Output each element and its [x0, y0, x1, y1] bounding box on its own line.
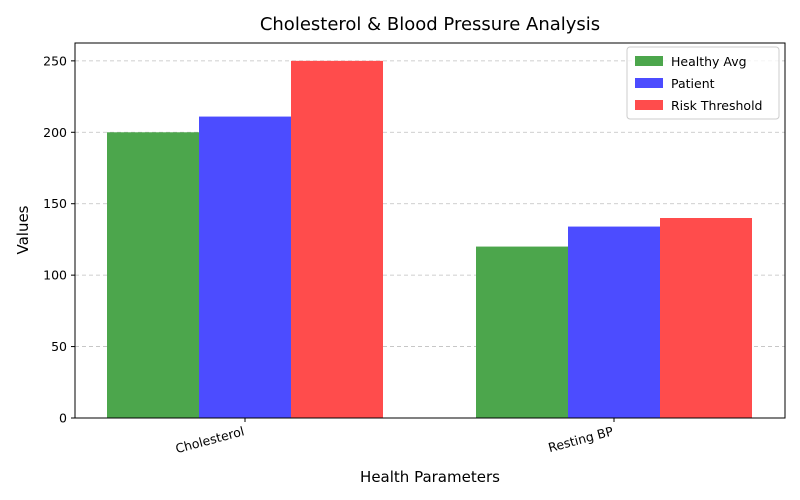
bar-healthy-avg-resting-bp [476, 246, 568, 418]
y-tick-label: 200 [43, 125, 67, 140]
bar-healthy-avg-cholesterol [107, 132, 199, 419]
legend: Healthy Avg Patient Risk Threshold [626, 46, 780, 120]
x-axis: Cholesterol Resting BP [174, 418, 615, 456]
x-tick-label: Cholesterol [174, 423, 246, 456]
x-axis-label: Health Parameters [360, 468, 500, 486]
y-tick-label: 150 [43, 196, 67, 211]
bars [107, 60, 752, 419]
plot-frame [74, 42, 786, 419]
legend-label: Patient [671, 76, 715, 91]
y-axis-label: Values [14, 205, 32, 254]
y-tick-label: 0 [59, 411, 67, 426]
bar-risk-threshold-cholesterol [291, 60, 383, 418]
y-tick-label: 50 [51, 339, 67, 354]
legend-swatch [635, 100, 663, 110]
legend-box [626, 46, 780, 120]
y-axis: 0 50 100 150 200 250 [43, 53, 75, 426]
y-tick-label: 100 [43, 268, 67, 283]
chart-title: Cholesterol & Blood Pressure Analysis [260, 14, 600, 35]
legend-swatch [635, 78, 663, 88]
bar-risk-threshold-resting-bp [660, 218, 752, 418]
legend-swatch [635, 56, 663, 66]
bar-patient-cholesterol [199, 116, 291, 419]
legend-label: Healthy Avg [671, 54, 747, 69]
x-tick-label: Resting BP [547, 423, 616, 455]
bar-patient-resting-bp [568, 226, 660, 418]
legend-label: Risk Threshold [671, 98, 763, 113]
y-tick-label: 250 [43, 53, 67, 68]
